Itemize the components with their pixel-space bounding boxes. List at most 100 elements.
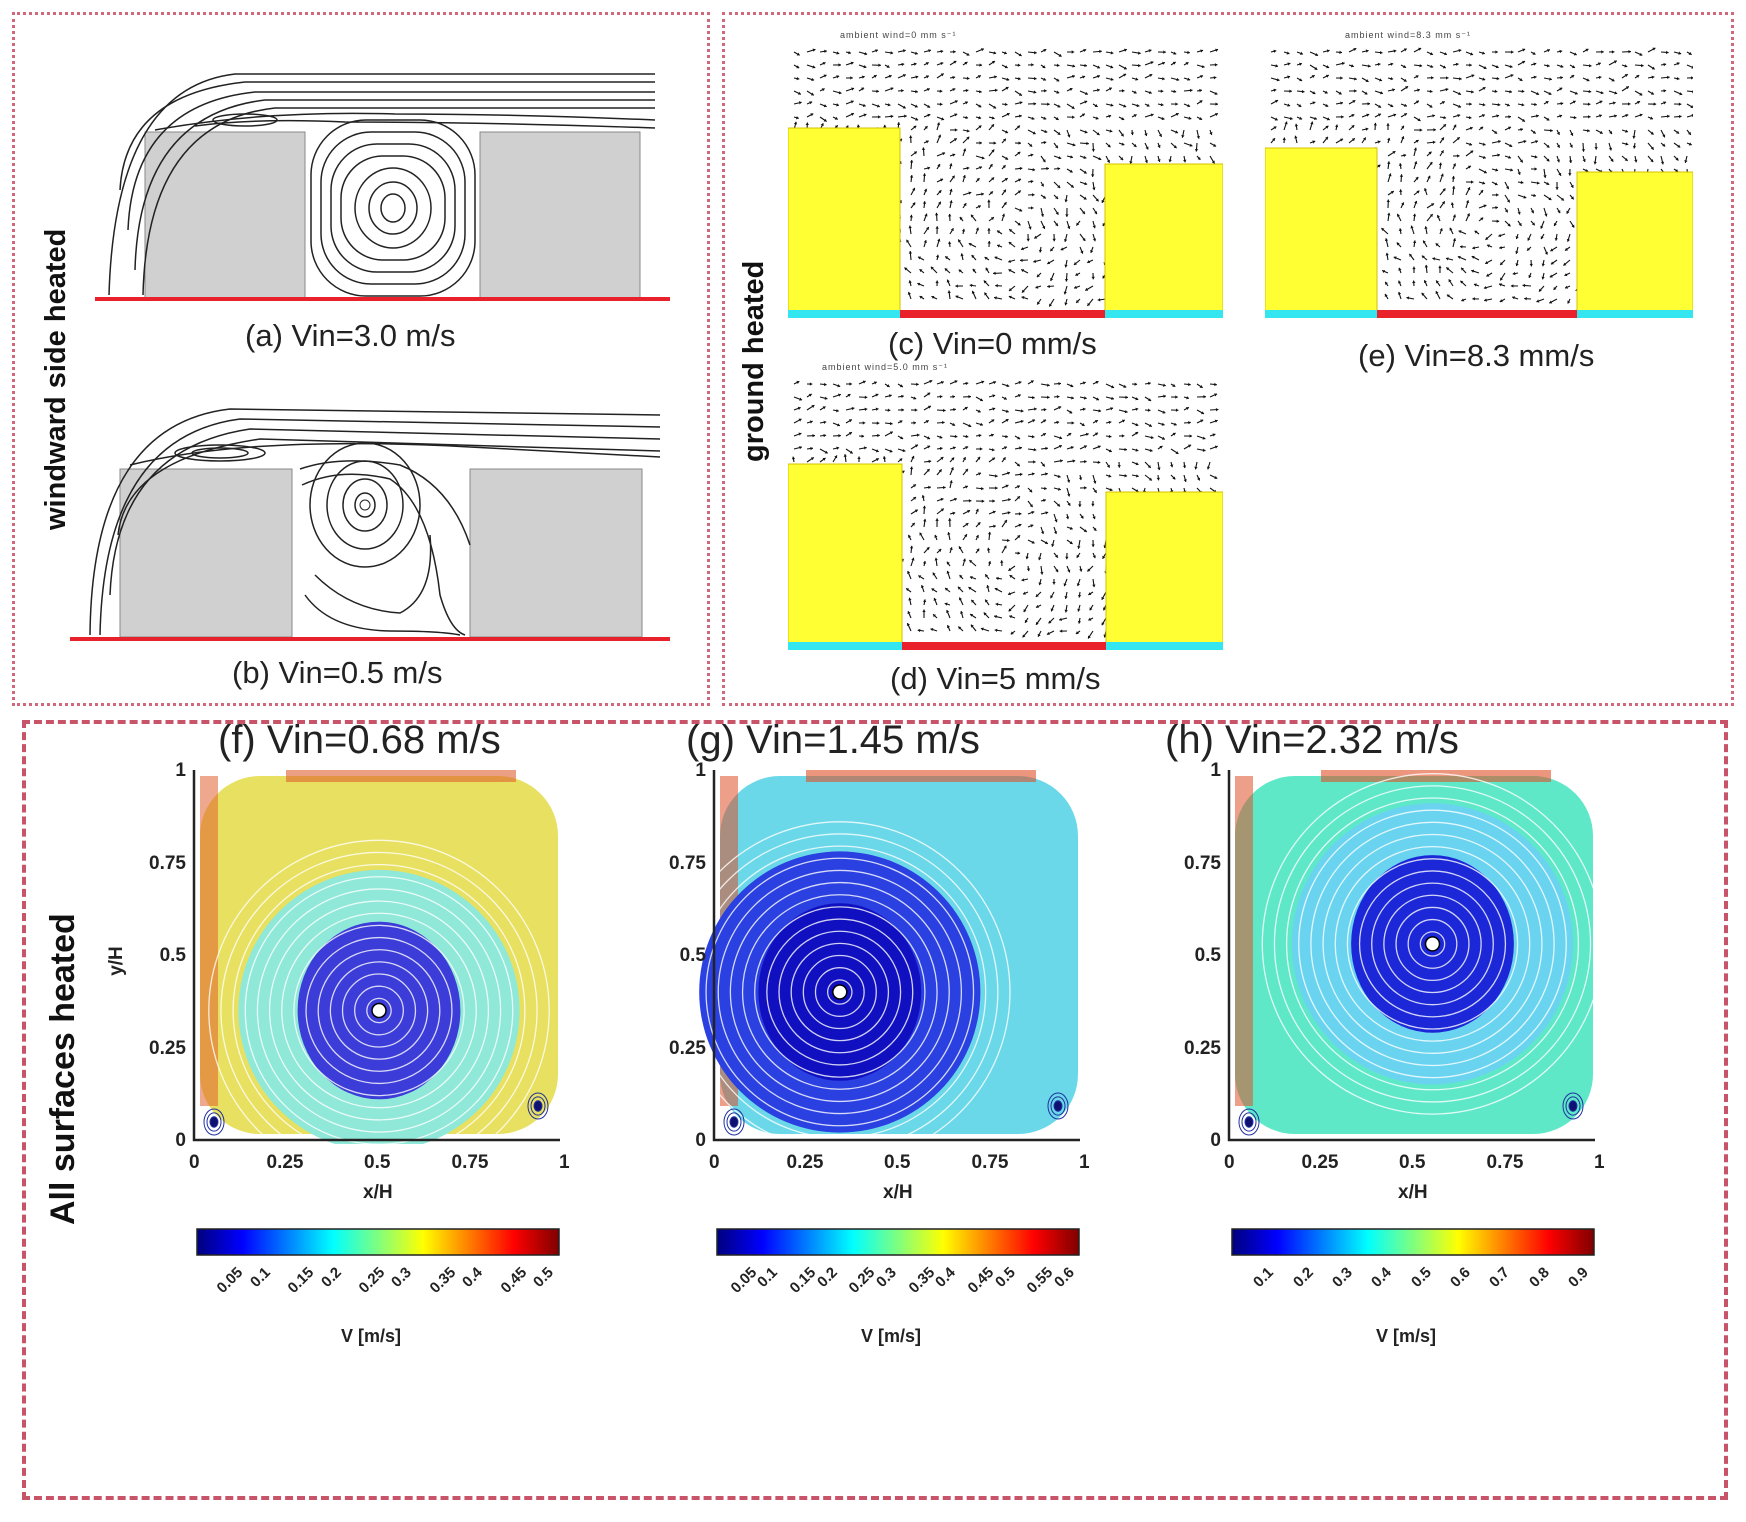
streamline bbox=[705, 857, 975, 1127]
caption-e: (e) Vin=8.3 mm/s bbox=[1358, 338, 1595, 373]
colorbar-tick-label: 0.5 bbox=[530, 1264, 558, 1291]
colorbar-tick-label: 0.5 bbox=[1407, 1264, 1435, 1291]
colorbar-tick-label: 0.2 bbox=[813, 1264, 841, 1291]
x-tick-label: 0.5 bbox=[364, 1152, 391, 1173]
streamline bbox=[232, 864, 526, 1144]
x-axis-label: x/H bbox=[883, 1182, 913, 1203]
streamline bbox=[1346, 858, 1519, 1030]
corner-eddy bbox=[1238, 1108, 1260, 1136]
ground-red-e bbox=[1377, 310, 1577, 318]
all-surfaces-heated-label: All surfaces heated bbox=[44, 913, 82, 1225]
streamline bbox=[220, 851, 538, 1144]
y-tick-label: 0.75 bbox=[669, 852, 706, 874]
streamline bbox=[826, 979, 853, 1005]
streamline bbox=[1273, 785, 1592, 1103]
ground-red-d bbox=[902, 642, 1106, 650]
streamline bbox=[1407, 918, 1458, 969]
plot-h: (h) Vin=2.32 m/s 1 0.75 0.5 0.25 0 0 0.25 0.5 0.7… bbox=[1165, 718, 1675, 1490]
ground-cyan-left-d bbox=[788, 642, 902, 650]
colorbar-tick-label: 0.55 bbox=[1023, 1264, 1057, 1297]
corner-eddy bbox=[530, 1096, 546, 1116]
x-tick-label: 1 bbox=[1079, 1152, 1090, 1173]
streamline bbox=[354, 985, 404, 1036]
colorbar-tick-label: 0.3 bbox=[1329, 1264, 1356, 1291]
contour-hot-top bbox=[286, 770, 516, 782]
colorbar-tick-label: 0.15 bbox=[786, 1264, 820, 1297]
colorbar-tick-label: 0.1 bbox=[754, 1264, 782, 1291]
streamline bbox=[1322, 833, 1543, 1054]
colorbar-tick-label: 0.3 bbox=[388, 1264, 416, 1291]
x-tick-label: 0 bbox=[1224, 1152, 1235, 1173]
frame-top-right bbox=[722, 12, 1734, 706]
building-right-b bbox=[469, 468, 643, 638]
streamline bbox=[1358, 870, 1507, 1018]
streamline bbox=[814, 967, 865, 1017]
y-tick-label: 0.75 bbox=[149, 852, 186, 874]
velocity-vectors-e bbox=[1265, 47, 1693, 308]
caption-d: (d) Vin=5 mm/s bbox=[890, 661, 1101, 696]
y-tick-label: 0.5 bbox=[679, 945, 706, 966]
corner-eddy bbox=[206, 1112, 222, 1132]
streamline bbox=[717, 869, 963, 1115]
colorbar-tick-label: 0.7 bbox=[1486, 1264, 1514, 1291]
streamline bbox=[1285, 797, 1580, 1091]
frame-top-left bbox=[12, 12, 710, 706]
streamlines-a bbox=[108, 73, 656, 297]
colorbar-tick-label: 0.45 bbox=[497, 1264, 531, 1297]
colorbar-units: V [m/s] bbox=[1376, 1326, 1437, 1346]
plot-title: (f) Vin=0.68 m/s bbox=[218, 718, 501, 762]
corner-eddy bbox=[1241, 1112, 1257, 1132]
corner-eddy bbox=[723, 1108, 745, 1136]
colorbar-tick-label: 0.35 bbox=[426, 1264, 460, 1297]
streamline bbox=[1371, 882, 1494, 1006]
colorbar-units: V [m/s] bbox=[861, 1326, 922, 1346]
ground-heated-label: ground heated bbox=[738, 260, 770, 462]
x-tick-label: 1 bbox=[1594, 1152, 1605, 1173]
colorbar-tick-label: 0.4 bbox=[932, 1264, 960, 1291]
corner-eddy bbox=[1562, 1092, 1584, 1120]
corner-eddy bbox=[1047, 1092, 1069, 1120]
x-tick-label: 0.5 bbox=[884, 1152, 911, 1173]
streamline bbox=[754, 906, 926, 1078]
building-left-d bbox=[788, 463, 903, 647]
plot-f: (f) Vin=0.68 m/s 1 0.75 0.5 0.25 0 0 0.25 0.5 0.7… bbox=[106, 718, 640, 1490]
corner-eddy bbox=[1244, 1116, 1254, 1128]
colorbar bbox=[1231, 1228, 1595, 1256]
y-tick-label: 0 bbox=[695, 1130, 706, 1151]
vector-panel-e bbox=[1265, 47, 1693, 318]
corner-eddy bbox=[533, 1100, 543, 1112]
caption-a: (a) Vin=3.0 m/s bbox=[245, 318, 456, 353]
contour-plot bbox=[1227, 770, 1595, 1142]
colorbar-tick-label: 0.9 bbox=[1565, 1264, 1592, 1291]
corner-eddy bbox=[1565, 1096, 1581, 1116]
y-tick-label: 0 bbox=[1210, 1130, 1221, 1151]
colorbar-tick-label: 0.3 bbox=[873, 1264, 900, 1291]
streamline bbox=[305, 936, 453, 1085]
colorbar-tick-label: 0.1 bbox=[246, 1264, 274, 1291]
y-tick-label: 0.25 bbox=[1184, 1037, 1221, 1059]
tiny-label-d: ambient wind=5.0 mm s⁻¹ bbox=[822, 362, 949, 372]
x-tick-label: 0.5 bbox=[1399, 1152, 1426, 1173]
colorbar-gradient bbox=[716, 1228, 1080, 1256]
x-tick-label: 0 bbox=[709, 1152, 720, 1173]
streamline bbox=[1383, 894, 1482, 994]
streamline bbox=[1419, 931, 1446, 957]
y-tick-label: 0.25 bbox=[149, 1037, 186, 1059]
corner-eddy bbox=[527, 1092, 549, 1120]
corner-eddy bbox=[209, 1116, 219, 1128]
colorbar-tick-label: 0.8 bbox=[1525, 1264, 1553, 1291]
x-tick-label: 0.25 bbox=[266, 1152, 304, 1173]
x-tick-label: 0.25 bbox=[786, 1152, 824, 1173]
vortex-center bbox=[832, 984, 848, 1000]
corner-eddy bbox=[729, 1116, 739, 1128]
corner-eddy bbox=[726, 1112, 742, 1132]
streamlines-b bbox=[89, 408, 661, 636]
vector-panel-d bbox=[788, 379, 1223, 650]
y-tick-label: 1 bbox=[175, 760, 186, 781]
streamline bbox=[1334, 845, 1531, 1042]
axes bbox=[192, 770, 560, 1142]
building-right-c bbox=[1104, 163, 1223, 313]
ground-cyan-left-e bbox=[1265, 310, 1377, 318]
tiny-label-c: ambient wind=0 mm s⁻¹ bbox=[840, 30, 957, 40]
colorbar-tick-label: 0.6 bbox=[1051, 1264, 1078, 1291]
